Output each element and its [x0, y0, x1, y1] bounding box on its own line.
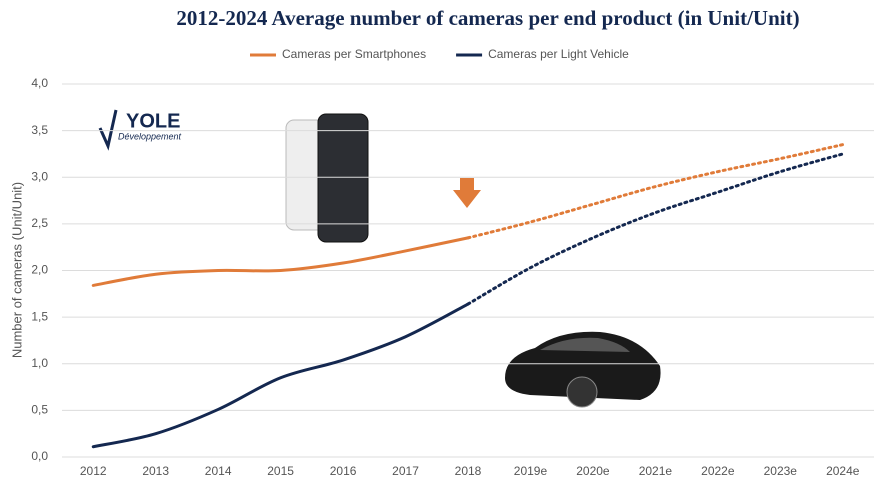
y-tick-label: 1,0 — [31, 356, 48, 370]
series-line — [466, 143, 845, 240]
x-tick-label: 2024e — [826, 464, 860, 478]
x-tick-label: 2013 — [142, 464, 169, 478]
chart-title: 2012-2024 Average number of cameras per … — [176, 6, 799, 30]
logo: YOLE Développement — [98, 109, 182, 151]
x-tick-label: 2020e — [576, 464, 610, 478]
y-tick-label: 2,5 — [31, 216, 48, 230]
logo-subtitle: Développement — [118, 131, 182, 141]
series-line — [91, 236, 470, 287]
y-tick-label: 0,0 — [31, 449, 48, 463]
phone-black — [317, 113, 369, 243]
x-tick-label: 2012 — [80, 464, 107, 478]
x-tick-label: 2022e — [701, 464, 735, 478]
car-wheel — [566, 376, 598, 408]
car-window — [540, 337, 630, 352]
y-tick-label: 2,0 — [31, 263, 48, 277]
x-tick-label: 2015 — [267, 464, 294, 478]
series-line — [91, 302, 470, 449]
x-tick-label: 2016 — [330, 464, 357, 478]
car-illustration — [505, 331, 661, 408]
arrow — [453, 178, 481, 208]
logo-mark — [98, 109, 118, 151]
y-tick-label: 0,5 — [31, 403, 48, 417]
series-line — [466, 152, 845, 306]
logo-name: YOLE — [126, 110, 180, 132]
y-tick-label: 4,0 — [31, 76, 48, 90]
y-tick-label: 3,0 — [31, 169, 48, 183]
x-tick-label: 2021e — [639, 464, 673, 478]
x-tick-label: 2018 — [455, 464, 482, 478]
phone-illustration — [285, 113, 369, 243]
x-tick-label: 2023e — [764, 464, 798, 478]
legend-label: Cameras per Smartphones — [282, 47, 426, 61]
y-axis-label: Number of cameras (Unit/Unit) — [9, 182, 24, 358]
x-tick-label: 2019e — [514, 464, 548, 478]
y-tick-label: 1,5 — [31, 309, 48, 323]
legend-label: Cameras per Light Vehicle — [488, 47, 629, 61]
x-tick-label: 2017 — [392, 464, 419, 478]
x-tick-label: 2014 — [205, 464, 232, 478]
y-tick-label: 3,5 — [31, 123, 48, 137]
